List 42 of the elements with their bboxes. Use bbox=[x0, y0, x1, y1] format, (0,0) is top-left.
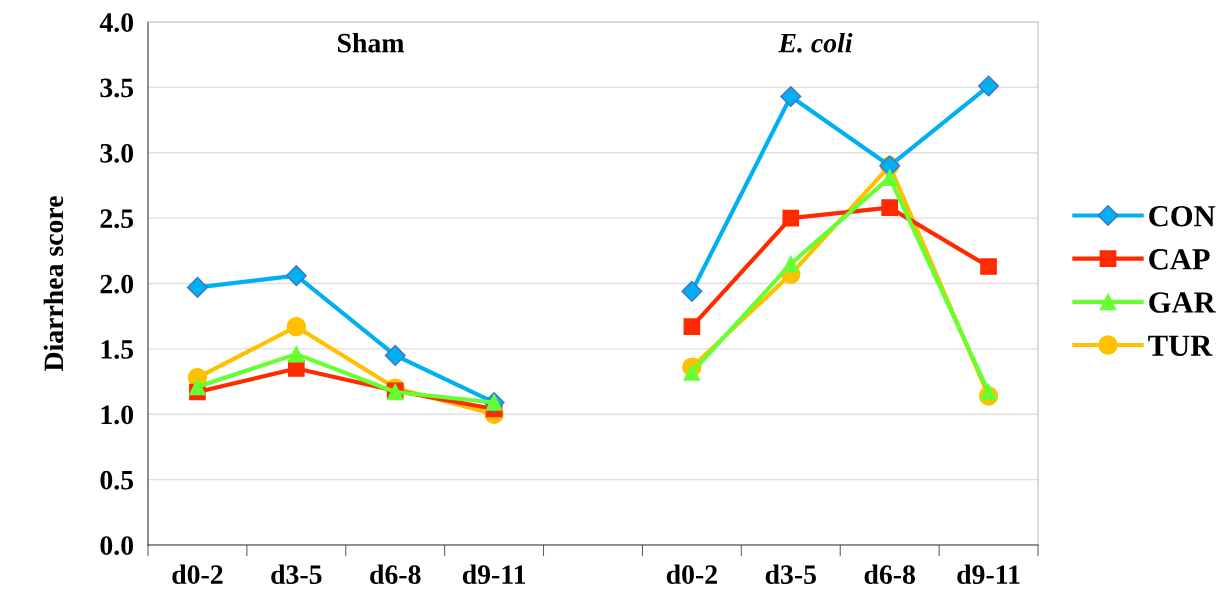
annotation: Sham bbox=[338, 32, 404, 53]
y-axis-title: Diarrhea score bbox=[43, 196, 64, 372]
point bbox=[980, 383, 997, 401]
point bbox=[384, 344, 406, 366]
legend-label: CAP bbox=[1149, 249, 1210, 270]
point bbox=[782, 255, 800, 273]
x-tick-label: d9-11 bbox=[957, 564, 1020, 584]
y-tick-label: 2.0 bbox=[100, 274, 134, 294]
point bbox=[683, 364, 701, 381]
legend-label: GAR bbox=[1149, 292, 1216, 313]
point bbox=[186, 276, 208, 298]
x-tick-label: d3-5 bbox=[765, 564, 816, 584]
point bbox=[681, 280, 703, 302]
x-tick-label: d6-8 bbox=[864, 564, 915, 584]
point bbox=[287, 345, 305, 363]
y-tick-label: 0.5 bbox=[100, 470, 134, 490]
point bbox=[189, 378, 206, 396]
y-tick-label: 4.0 bbox=[99, 13, 134, 33]
y-tick-label: 3.5 bbox=[100, 78, 134, 98]
point bbox=[881, 169, 899, 186]
legend-label: TUR bbox=[1148, 335, 1213, 356]
legend-label: CON bbox=[1149, 205, 1216, 227]
annotation: E. coli bbox=[778, 32, 853, 53]
x-tick-label: d0-2 bbox=[172, 564, 223, 584]
point bbox=[287, 360, 305, 377]
x-tick-label: d0-2 bbox=[666, 564, 717, 584]
point bbox=[780, 86, 802, 108]
point bbox=[980, 258, 997, 275]
y-tick-label: 2.5 bbox=[100, 209, 134, 229]
point bbox=[285, 265, 307, 287]
y-tick-label: 1.5 bbox=[101, 340, 134, 359]
y-tick-label: 0.0 bbox=[100, 536, 134, 556]
point bbox=[881, 199, 899, 216]
y-tick-label: 3.0 bbox=[100, 143, 134, 163]
point bbox=[782, 209, 800, 227]
point bbox=[286, 316, 307, 337]
point bbox=[683, 318, 701, 335]
x-tick-label: d3-5 bbox=[271, 564, 322, 584]
point bbox=[978, 75, 1000, 97]
x-tick-label: d9-11 bbox=[462, 564, 526, 584]
x-tick-label: d6-8 bbox=[370, 564, 421, 584]
y-tick-label: 1.0 bbox=[101, 405, 134, 425]
